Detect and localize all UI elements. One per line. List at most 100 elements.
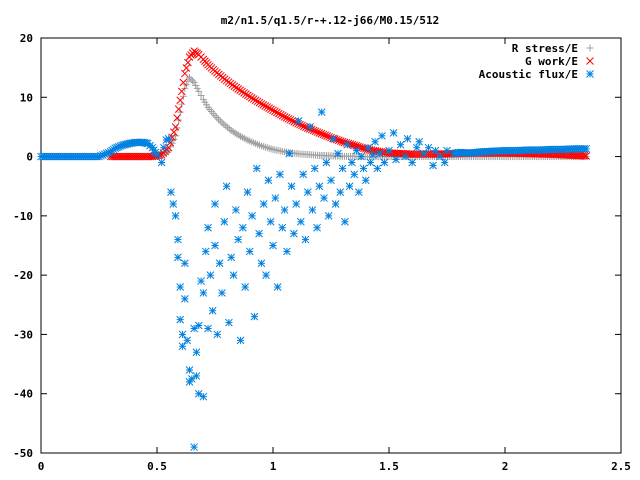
data-point: [164, 134, 173, 143]
data-point: [259, 101, 268, 109]
data-point: [199, 289, 208, 297]
data-point: [315, 182, 324, 191]
data-point: [357, 152, 366, 161]
data-point: [142, 152, 151, 161]
data-point: [283, 247, 291, 256]
x-tick-label: 2.5: [611, 460, 631, 473]
data-point: [321, 131, 330, 140]
data-point: [211, 200, 219, 208]
data-marks: [37, 47, 591, 451]
data-point: [255, 229, 263, 238]
data-point: [128, 152, 136, 161]
y-tick-label: -30: [13, 328, 33, 341]
data-point: [313, 223, 321, 232]
x-tick-label: 0: [38, 460, 45, 473]
data-point: [271, 194, 280, 202]
data-point: [250, 312, 259, 321]
data-point: [126, 152, 135, 161]
data-point: [264, 176, 273, 185]
data-point: [429, 161, 437, 170]
data-point: [298, 121, 306, 130]
data-point: [278, 111, 287, 120]
data-point: [280, 112, 289, 121]
data-point: [286, 115, 295, 124]
data-point: [323, 132, 331, 140]
data-point: [269, 241, 277, 250]
data-point: [232, 206, 240, 214]
data-point: [410, 150, 418, 159]
data-point: [194, 389, 203, 398]
data-point: [190, 324, 198, 333]
data-point: [431, 146, 440, 155]
legend-label: R stress/E: [512, 42, 578, 55]
data-point: [261, 102, 270, 110]
legend-marker: [586, 70, 594, 78]
data-point: [364, 143, 372, 152]
data-point: [273, 283, 282, 291]
data-point: [327, 176, 335, 185]
data-point: [141, 152, 149, 161]
data-point: [419, 149, 428, 158]
y-tick-label: 20: [20, 32, 33, 45]
x-tick-label: 0.5: [147, 460, 167, 473]
data-point: [578, 151, 587, 160]
data-point: [436, 152, 444, 161]
data-point: [292, 200, 301, 208]
data-point: [222, 182, 231, 191]
data-point: [195, 87, 203, 95]
data-point: [385, 146, 393, 155]
data-point: [220, 217, 229, 226]
data-point: [206, 271, 215, 279]
data-point: [338, 164, 347, 173]
data-point: [580, 152, 589, 160]
data-point: [241, 283, 250, 291]
y-tick-label: -40: [13, 388, 33, 401]
data-point: [247, 94, 256, 102]
data-point: [190, 443, 198, 451]
data-point: [214, 115, 222, 123]
data-point: [137, 152, 146, 161]
data-point: [193, 84, 201, 92]
data-point: [336, 188, 345, 196]
data-point: [582, 152, 591, 160]
data-point: [174, 235, 182, 244]
data-point: [185, 366, 194, 374]
data-point: [296, 217, 305, 226]
data-point: [282, 113, 291, 122]
data-point: [359, 164, 368, 173]
data-point: [265, 104, 273, 113]
data-point: [225, 318, 233, 327]
data-point: [263, 103, 272, 111]
data-point: [179, 92, 187, 100]
data-point: [343, 140, 352, 149]
data-point: [348, 158, 356, 167]
data-point: [197, 277, 205, 285]
data-point: [331, 200, 340, 208]
legend-label: Acoustic flux/E: [479, 68, 578, 81]
data-point: [234, 235, 243, 244]
y-tick-label: 0: [26, 151, 33, 164]
data-point: [187, 375, 196, 383]
data-point: [401, 152, 410, 161]
data-point: [269, 106, 277, 115]
data-point: [284, 114, 293, 123]
y-tick-label: -10: [13, 210, 33, 223]
data-point: [582, 145, 591, 153]
data-point: [224, 123, 232, 131]
legend-marker: [586, 44, 594, 52]
data-point: [215, 259, 224, 268]
data-point: [238, 223, 247, 232]
legend-marker: [586, 57, 594, 65]
data-point: [322, 158, 331, 167]
data-point: [267, 145, 275, 153]
data-point: [290, 229, 298, 238]
data-point: [366, 158, 375, 167]
plot-frame: [40, 37, 622, 454]
data-point: [317, 108, 326, 116]
data-point: [341, 217, 349, 226]
data-point: [213, 113, 221, 121]
data-point: [389, 129, 398, 137]
data-point: [443, 146, 451, 155]
data-point: [153, 150, 161, 159]
